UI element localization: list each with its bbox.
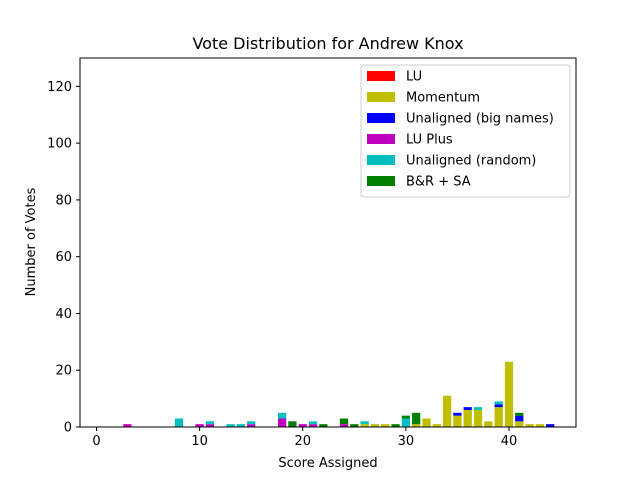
x-tick-label-40: 40 xyxy=(501,434,518,449)
bar-unaligned-random-37 xyxy=(473,407,483,410)
legend-swatch-unaligned-big-names xyxy=(367,113,395,123)
bar-b-r-sa-24 xyxy=(339,418,349,425)
bar-unaligned-random-26 xyxy=(360,421,369,425)
bar-lu-plus-20 xyxy=(298,424,307,427)
bar-lu-plus-21 xyxy=(308,424,318,427)
bar-unaligned-big-names-39 xyxy=(494,404,503,408)
bar-unaligned-random-13 xyxy=(226,424,235,427)
legend-label-unaligned-big-names: Unaligned (big names) xyxy=(406,112,554,127)
bar-b-r-sa-19 xyxy=(288,421,297,427)
bar-momentum-37 xyxy=(473,409,483,427)
bar-momentum-35 xyxy=(453,415,462,427)
x-tick-label-0: 0 xyxy=(92,434,100,449)
bar-unaligned-random-11 xyxy=(205,421,215,425)
bar-momentum-28 xyxy=(381,424,390,427)
legend-frame xyxy=(360,64,571,198)
bars-layer xyxy=(123,361,555,427)
bar-unaligned-random-30 xyxy=(401,418,410,427)
legend-swatch-lu xyxy=(367,71,395,81)
plot-frame xyxy=(79,57,577,428)
bar-b-r-sa-31 xyxy=(412,412,421,425)
bar-unaligned-big-names-35 xyxy=(453,412,462,416)
bar-lu-plus-3 xyxy=(123,424,132,427)
bar-unaligned-random-39 xyxy=(494,401,503,405)
axes-layer: 0 10 20 30 40 0 20 40 60 80 100 120 xyxy=(47,57,577,449)
bar-momentum-39 xyxy=(494,407,503,427)
bar-momentum-38 xyxy=(484,421,493,427)
x-axis-label: Score Assigned xyxy=(278,456,377,471)
legend-swatch-lu-plus xyxy=(367,134,395,144)
y-tick-label-0: 0 xyxy=(64,421,72,436)
bar-momentum-43 xyxy=(535,424,545,427)
bar-b-r-sa-25 xyxy=(350,424,359,427)
bar-b-r-sa-30 xyxy=(401,415,410,419)
bar-unaligned-big-names-36 xyxy=(463,407,472,410)
chart-title: Vote Distribution for Andrew Knox xyxy=(192,34,463,53)
bar-unaligned-random-15 xyxy=(247,421,256,425)
x-tick-label-30: 30 xyxy=(398,434,415,449)
legend-label-lu: LU xyxy=(406,70,422,85)
bar-b-r-sa-29 xyxy=(391,424,400,427)
bar-momentum-32 xyxy=(422,418,431,427)
bar-momentum-36 xyxy=(463,409,472,427)
y-axis-label: Number of Votes xyxy=(24,187,39,296)
legend-label-unaligned-random: Unaligned (random) xyxy=(406,154,536,169)
bar-lu-plus-24 xyxy=(339,424,349,427)
bar-momentum-40 xyxy=(504,361,514,427)
bar-unaligned-random-18 xyxy=(277,412,287,419)
bar-lu-plus-10 xyxy=(195,424,204,427)
legend-swatch-b-r-sa xyxy=(367,176,395,186)
bar-momentum-26 xyxy=(360,424,369,427)
legend-swatch-momentum xyxy=(367,92,395,102)
bar-lu-plus-15 xyxy=(247,424,256,427)
bar-unaligned-random-14 xyxy=(236,424,245,427)
y-tick-label-40: 40 xyxy=(55,307,72,322)
x-tick-label-20: 20 xyxy=(294,434,311,449)
bar-momentum-27 xyxy=(370,424,380,427)
bar-unaligned-random-8 xyxy=(174,418,184,427)
y-tick-label-80: 80 xyxy=(55,193,72,208)
legend-label-momentum: Momentum xyxy=(406,91,480,106)
y-tick-label-60: 60 xyxy=(55,250,72,265)
bar-momentum-42 xyxy=(525,424,534,427)
bar-unaligned-big-names-41 xyxy=(515,415,524,422)
bar-momentum-34 xyxy=(442,395,452,427)
y-tick-label-20: 20 xyxy=(55,364,72,379)
legend-swatch-unaligned-random xyxy=(367,155,395,165)
bar-momentum-31 xyxy=(412,424,421,427)
bar-momentum-41 xyxy=(515,421,524,427)
bar-b-r-sa-22 xyxy=(319,424,328,427)
y-tick-label-100: 100 xyxy=(47,137,72,152)
bar-unaligned-big-names-44 xyxy=(546,424,555,427)
bar-lu-plus-18 xyxy=(277,418,287,427)
y-tick-label-120: 120 xyxy=(47,80,72,95)
bar-b-r-sa-41 xyxy=(515,412,524,416)
x-tick-label-10: 10 xyxy=(191,434,208,449)
legend-label-lu-plus: LU Plus xyxy=(406,133,453,148)
bar-unaligned-random-21 xyxy=(308,421,318,425)
bar-lu-plus-11 xyxy=(205,424,215,427)
legend: LU Momentum Unaligned (big names) LU Plus Un… xyxy=(360,64,571,198)
bar-momentum-33 xyxy=(432,424,441,427)
legend-label-b-r-sa: B&R + SA xyxy=(406,175,471,190)
